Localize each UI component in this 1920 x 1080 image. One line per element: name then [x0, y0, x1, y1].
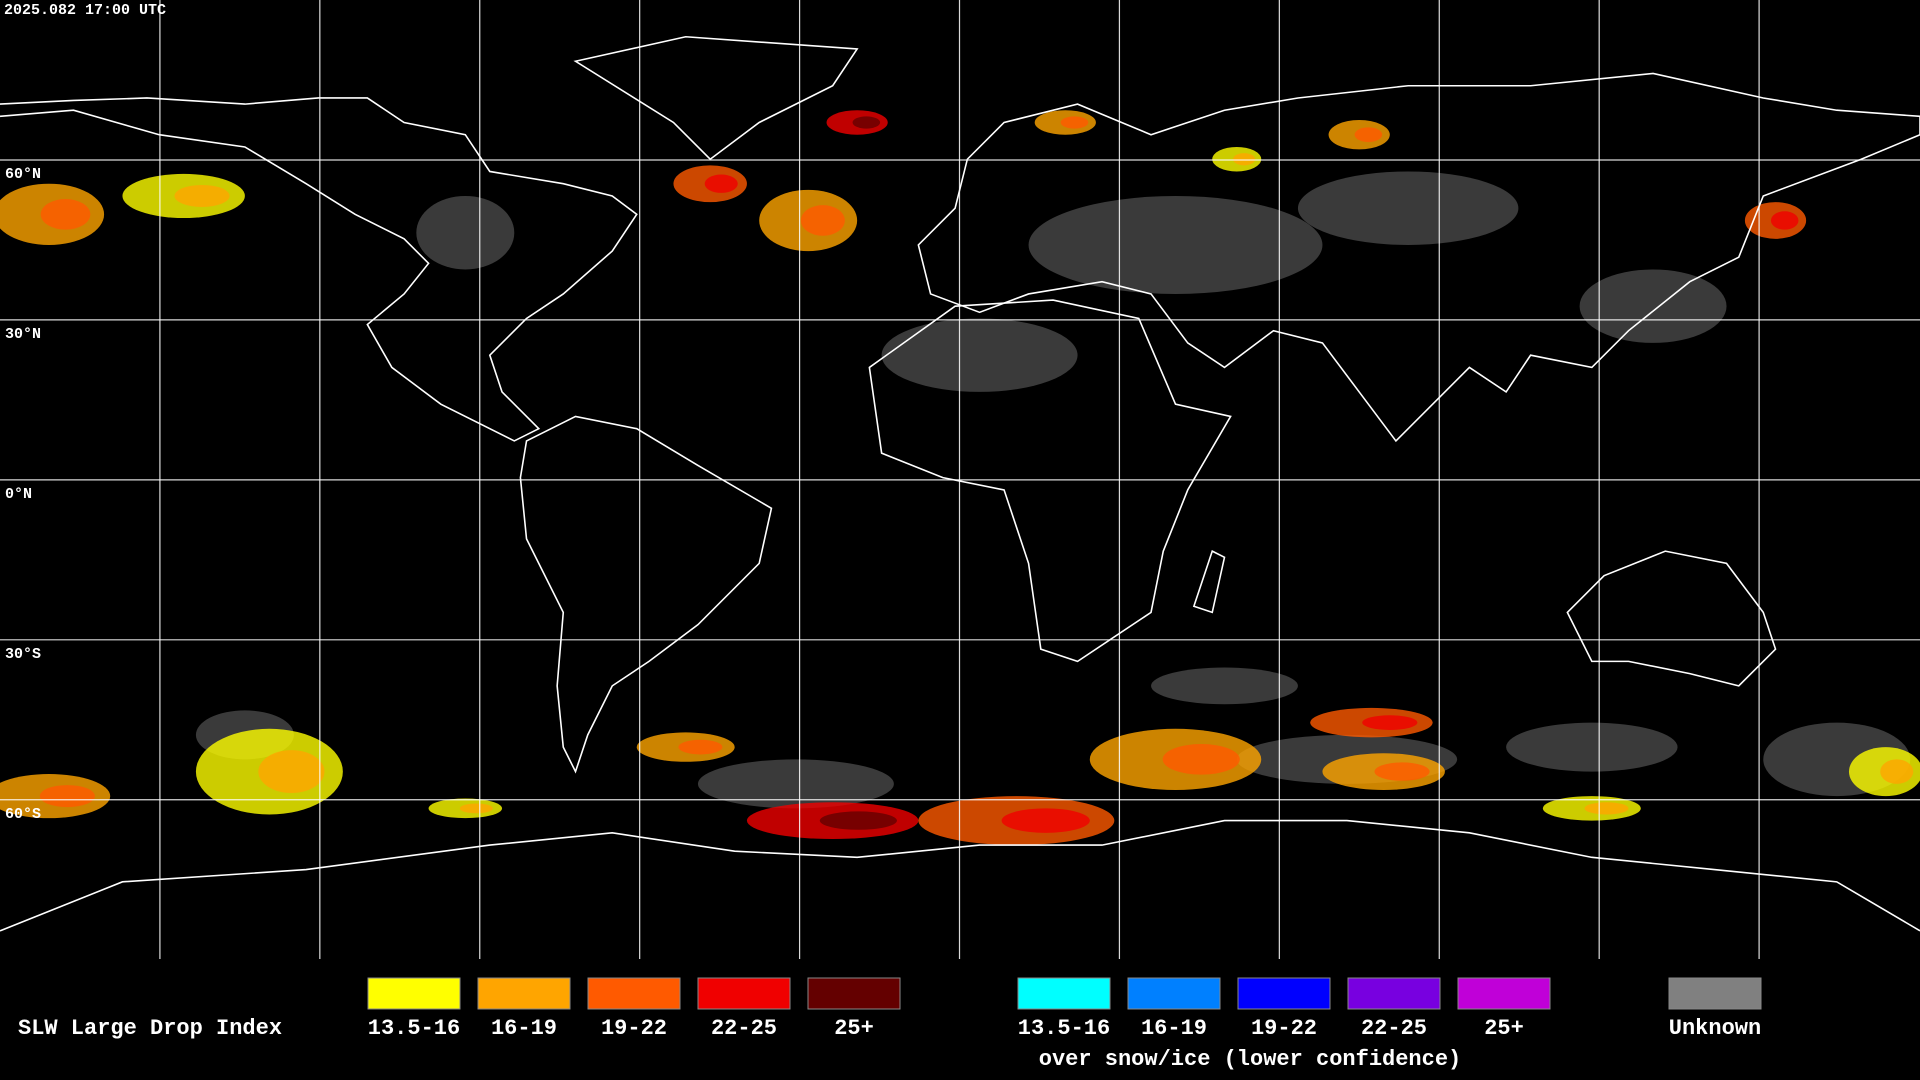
latitude-label: 60°N — [5, 166, 41, 183]
africa — [868, 299, 1232, 663]
drop-patch — [1233, 153, 1256, 166]
legend-swatch — [367, 977, 461, 1010]
legend-label: 22-25 — [1361, 1016, 1427, 1041]
antarctica — [0, 819, 1920, 932]
legend-label: 16-19 — [491, 1016, 557, 1041]
drop-patch — [1060, 116, 1089, 129]
legend-label: 19-22 — [1251, 1016, 1317, 1041]
unknown-patch — [881, 318, 1078, 392]
unknown-patch — [697, 759, 894, 809]
legend-note: over snow/ice (lower confidence) — [1039, 1047, 1461, 1072]
legend-swatch — [587, 977, 681, 1010]
coastlines — [0, 35, 1920, 932]
drop-patch — [1362, 715, 1418, 730]
unknown-patch — [1028, 195, 1323, 294]
australia — [1566, 550, 1777, 687]
legend-swatch — [1457, 977, 1551, 1010]
legend-label: 13.5-16 — [1018, 1016, 1110, 1041]
legend-swatch — [807, 977, 901, 1010]
south-america — [519, 415, 773, 774]
legend-swatch — [477, 977, 571, 1010]
legend-swatch — [1347, 977, 1441, 1010]
legend-label: 19-22 — [601, 1016, 667, 1041]
timestamp: 2025.082 17:00 UTC — [4, 2, 166, 19]
drop-patch — [1162, 744, 1240, 775]
drop-patch — [40, 199, 91, 230]
latitude-label: 30°N — [5, 326, 41, 343]
unknown-patch — [1579, 269, 1727, 343]
drop-patch — [1880, 759, 1914, 784]
drop-patch — [678, 739, 723, 755]
drop-patch — [704, 174, 738, 193]
legend-swatch — [1127, 977, 1221, 1010]
drop-patch — [800, 205, 845, 236]
drop-patch — [1770, 211, 1799, 230]
unknown-patch — [416, 195, 515, 270]
graticule — [0, 0, 1920, 959]
drop-patch — [1001, 808, 1090, 833]
latitude-label: 0°N — [5, 486, 32, 503]
latitude-label: 60°S — [5, 806, 41, 823]
drop-patch — [39, 785, 95, 808]
latitude-label: 30°S — [5, 646, 41, 663]
drop-patch — [852, 116, 881, 129]
drop-patch — [459, 803, 493, 814]
drop-patch — [1354, 127, 1383, 143]
legend-swatch — [1668, 977, 1762, 1010]
drop-patch — [819, 811, 897, 830]
unknown-patch — [1297, 171, 1519, 245]
drop-patch — [1584, 802, 1629, 815]
legend-swatch — [1237, 977, 1331, 1010]
map — [0, 0, 1920, 959]
eurasia — [917, 72, 1920, 443]
legend-label: Unknown — [1669, 1016, 1761, 1041]
legend-label: 13.5-16 — [368, 1016, 460, 1041]
legend-label: 22-25 — [711, 1016, 777, 1041]
unknown-patch — [1506, 722, 1678, 772]
madagascar — [1192, 550, 1226, 614]
legend-label: 25+ — [834, 1016, 874, 1041]
legend-swatch — [697, 977, 791, 1010]
legend-swatch — [1017, 977, 1111, 1010]
legend-label: 25+ — [1484, 1016, 1524, 1041]
drop-patch — [258, 750, 325, 794]
drop-patch — [1374, 762, 1430, 781]
legend-label: 16-19 — [1141, 1016, 1207, 1041]
greenland — [573, 35, 859, 161]
unknown-patch — [1151, 667, 1298, 705]
legend-title: SLW Large Drop Index — [18, 1016, 282, 1041]
drop-patch — [174, 184, 230, 207]
cloud-patches — [0, 110, 1920, 846]
north-america — [0, 97, 638, 442]
legend: SLW Large Drop Index 13.5-16 16-19 19-22 22-… — [18, 977, 1762, 1072]
